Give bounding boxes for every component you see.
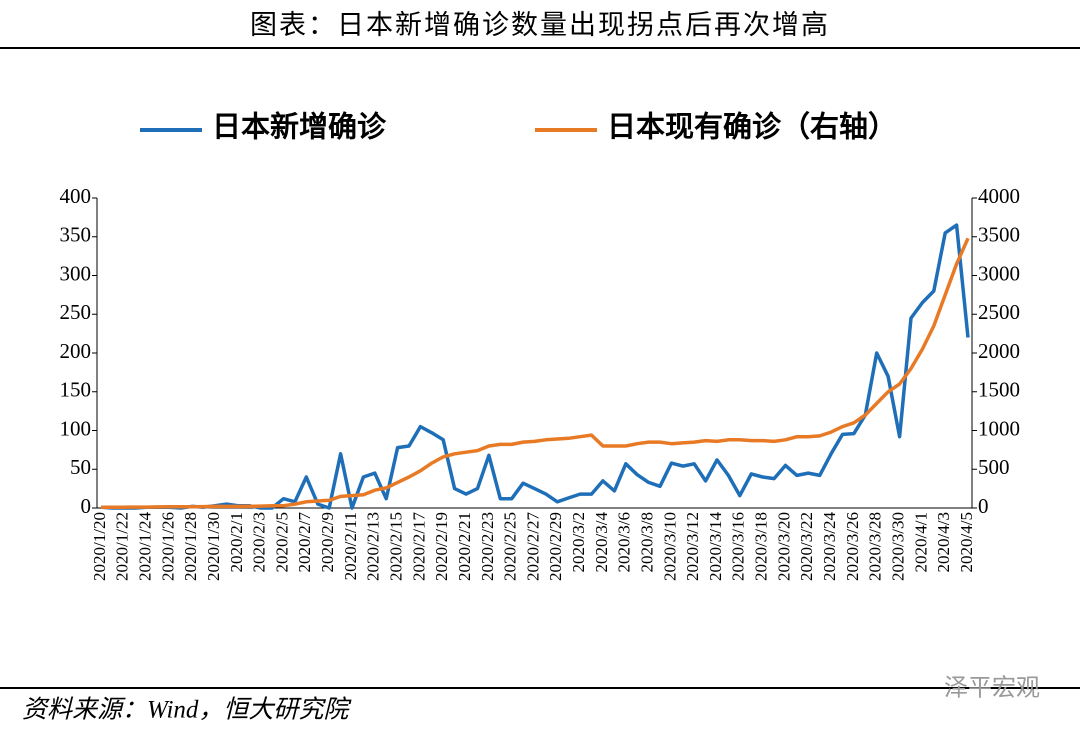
x-tick-label: 2020/4/3 (934, 512, 953, 572)
x-tick-label: 2020/2/25 (501, 512, 520, 581)
x-tick-label: 2020/1/30 (204, 512, 223, 581)
x-tick-label: 2020/3/28 (866, 512, 885, 581)
x-tick-label: 2020/3/14 (706, 512, 725, 581)
y-tick-label: 400 (60, 184, 92, 208)
x-tick-label: 2020/3/16 (729, 512, 748, 581)
y-tick-label: 250 (60, 300, 92, 324)
y2-tick-label: 500 (978, 455, 1010, 479)
y-tick-label: 350 (60, 223, 92, 247)
x-tick-label: 2020/3/24 (820, 512, 839, 581)
x-tick-label: 2020/3/20 (774, 512, 793, 581)
y2-tick-label: 0 (978, 494, 989, 518)
x-tick-label: 2020/2/5 (272, 512, 291, 572)
x-tick-label: 2020/3/30 (888, 512, 907, 581)
y-tick-label: 150 (60, 378, 92, 402)
y-tick-label: 0 (81, 494, 92, 518)
y-tick-label: 200 (60, 339, 92, 363)
x-tick-label: 2020/2/3 (250, 512, 269, 572)
x-tick-label: 2020/2/9 (318, 512, 337, 572)
x-tick-label: 2020/3/8 (637, 512, 656, 572)
x-tick-label: 2020/2/1 (227, 512, 246, 572)
legend-label: 日本现有确诊（右轴） (607, 110, 897, 144)
x-tick-label: 2020/3/6 (615, 512, 634, 572)
x-tick-label: 2020/1/24 (136, 512, 155, 581)
x-tick-label: 2020/4/1 (911, 512, 930, 572)
x-tick-label: 2020/1/28 (181, 512, 200, 581)
y-tick-label: 100 (60, 416, 92, 440)
x-tick-label: 2020/3/2 (569, 512, 588, 572)
y2-tick-label: 2000 (978, 339, 1020, 363)
x-tick-label: 2020/2/27 (523, 512, 542, 581)
x-tick-label: 2020/2/11 (341, 512, 360, 580)
x-tick-label: 2020/3/18 (752, 512, 771, 581)
y-tick-label: 50 (70, 455, 91, 479)
legend-label: 日本新增确诊 (212, 110, 387, 144)
x-tick-label: 2020/3/12 (683, 512, 702, 581)
x-tick-label: 2020/2/15 (387, 512, 406, 581)
x-tick-label: 2020/3/4 (592, 512, 611, 573)
y2-tick-label: 1000 (978, 416, 1020, 440)
x-tick-label: 2020/3/10 (660, 512, 679, 581)
series-line (101, 237, 970, 509)
x-tick-label: 2020/3/22 (797, 512, 816, 581)
y-tick-label: 300 (60, 261, 92, 285)
y2-tick-label: 1500 (978, 378, 1020, 402)
x-tick-label: 2020/3/26 (843, 512, 862, 581)
watermark: 泽平宏观 (944, 675, 1040, 702)
y2-tick-label: 3000 (978, 261, 1020, 285)
x-tick-label: 2020/2/23 (478, 512, 497, 581)
x-tick-label: 2020/2/7 (295, 512, 314, 573)
x-tick-label: 2020/1/20 (90, 512, 109, 581)
x-tick-label: 2020/4/5 (957, 512, 976, 572)
y2-tick-label: 3500 (978, 223, 1020, 247)
x-tick-label: 2020/2/19 (432, 512, 451, 581)
chart-title: 图表：日本新增确诊数量出现拐点后再次增高 (250, 10, 830, 40)
source: 资料来源：Wind，恒大研究院 (22, 696, 352, 724)
y2-tick-label: 2500 (978, 300, 1020, 324)
x-tick-label: 2020/1/22 (113, 512, 132, 581)
x-tick-label: 2020/2/21 (455, 512, 474, 581)
x-tick-label: 2020/2/13 (364, 512, 383, 581)
x-tick-label: 2020/2/17 (409, 512, 428, 581)
y2-tick-label: 4000 (978, 184, 1020, 208)
x-tick-label: 2020/2/29 (546, 512, 565, 581)
series-line (100, 223, 970, 510)
x-tick-label: 2020/1/26 (158, 512, 177, 581)
